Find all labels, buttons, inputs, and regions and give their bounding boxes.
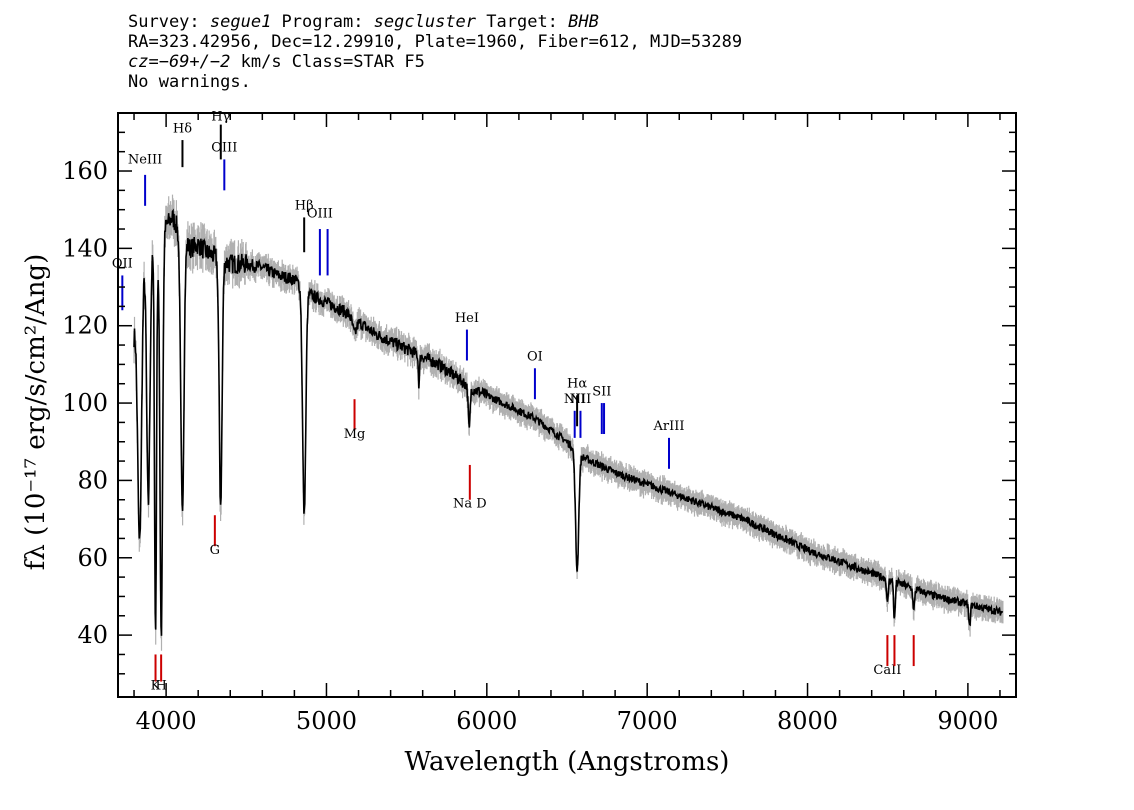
emission-line-label: OI (527, 350, 543, 365)
y-tick-label: 40 (77, 621, 108, 649)
absorption-line-label: K (151, 678, 161, 693)
target-value: BHB (568, 12, 599, 32)
absorption-line-label: Na D (453, 496, 487, 511)
survey-value: segue1 (209, 12, 272, 32)
cz-value: =−69+/−2 (148, 52, 231, 72)
cz-label: cz (128, 52, 149, 72)
target-label: Target: (476, 12, 569, 32)
spectrum-line (133, 208, 1004, 636)
absorption-line-label: G (210, 543, 220, 558)
emission-line-label: OIII (307, 206, 333, 221)
header-line-coords: RA=323.42956, Dec=12.29910, Plate=1960, … (128, 32, 743, 52)
y-tick-label: 160 (62, 157, 108, 185)
program-label: Program: (271, 12, 374, 32)
balmer-line-label: Hδ (173, 121, 192, 136)
survey-label: Survey: (128, 12, 210, 32)
y-tick-label: 120 (62, 312, 108, 340)
x-tick-label: 8000 (777, 707, 838, 735)
absorption-line-label: Mg (344, 427, 366, 442)
emission-line-label: HeI (455, 311, 479, 326)
error-band (133, 194, 1004, 651)
x-tick-label: 6000 (456, 707, 517, 735)
emission-line-label: OIII (211, 141, 237, 156)
absorption-line-label: H (155, 678, 166, 693)
emission-line-label: OII (112, 257, 133, 272)
emission-line-label: NII (564, 392, 586, 407)
balmer-line-label: Hγ (211, 110, 230, 125)
header-line-survey: Survey: segue1 Program: segcluster Targe… (128, 12, 742, 32)
emission-line-label: SII (592, 384, 611, 399)
emission-line-label: ArIII (652, 419, 684, 434)
y-tick-label: 140 (62, 234, 108, 262)
absorption-line-label: CaII (873, 663, 901, 678)
y-tick-label: 60 (77, 544, 108, 572)
spectrum-header: Survey: segue1 Program: segcluster Targe… (128, 12, 742, 92)
plot-area: OIINeIIIOIIIOIIIHeIOINIINIISIIArIIIHδHγH… (62, 110, 1017, 735)
emission-line-label: NII (570, 392, 592, 407)
x-tick-label: 7000 (617, 707, 678, 735)
balmer-line-label: Hβ (295, 199, 314, 214)
emission-line-label: NeIII (128, 152, 162, 167)
plot-frame (117, 112, 1017, 698)
x-tick-label: 9000 (937, 707, 998, 735)
x-tick-label: 4000 (136, 707, 197, 735)
x-axis-label: Wavelength (Angstroms) (405, 747, 730, 777)
y-tick-label: 80 (77, 466, 108, 494)
y-tick-label: 100 (62, 389, 108, 417)
y-axis-label: fλ (10⁻¹⁷ erg/s/cm²/Ang) (21, 254, 51, 570)
class-text: km/s Class=STAR F5 (230, 52, 425, 72)
balmer-line-label: Hα (567, 377, 587, 392)
program-value: segcluster (373, 12, 477, 32)
header-line-warnings: No warnings. (128, 72, 251, 92)
header-line-redshift: cz=−69+/−2 km/s Class=STAR F5 (128, 52, 742, 72)
x-tick-label: 5000 (296, 707, 357, 735)
